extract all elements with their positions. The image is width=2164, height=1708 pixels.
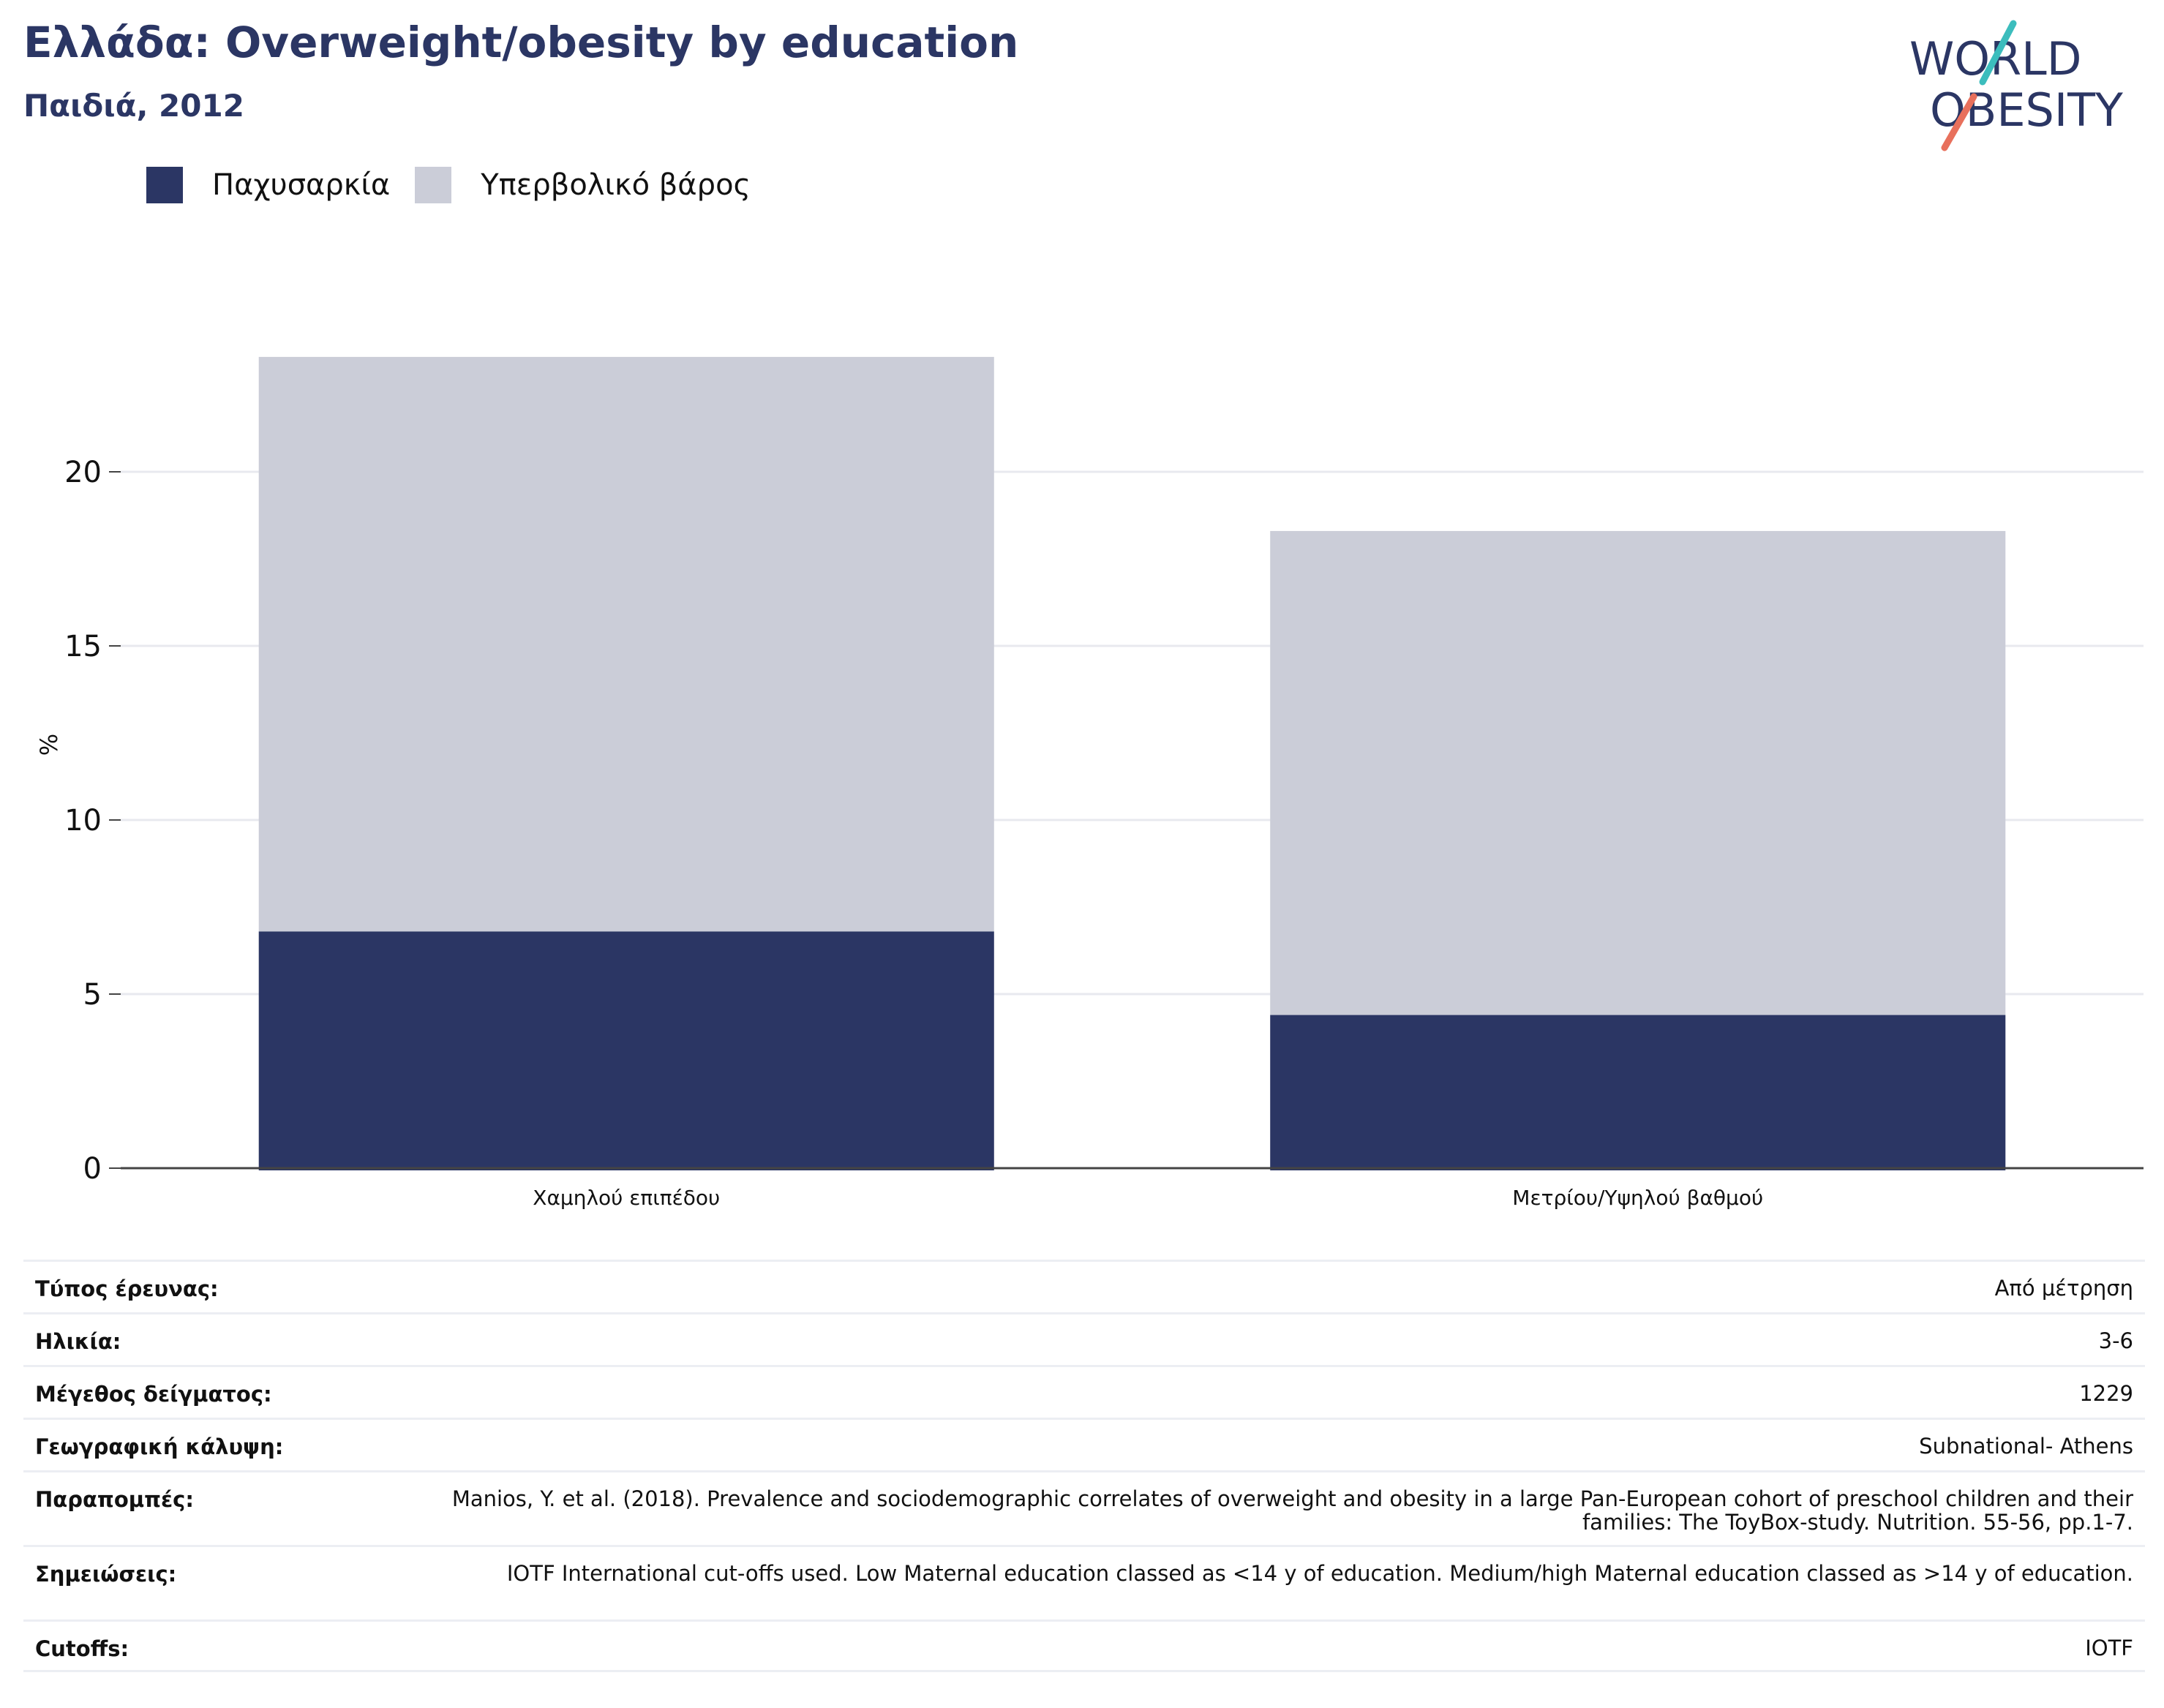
meta-row-geographic-coverage: Γεωγραφική κάλυψη: Subnational- Athens — [23, 1418, 2145, 1470]
y-tick-label: 5 — [83, 978, 102, 1012]
chart-title: Ελλάδα: Overweight/obesity by education — [23, 18, 1019, 67]
bar-overweight — [258, 356, 994, 932]
stacked-bar-chart: 0 5 10 15 20% Χαμηλού επιπέδου Μετρίου/Υψηλού … — [35, 356, 2144, 1210]
y-axis-label: % — [35, 734, 63, 756]
legend-label-obesity: Παχυσαρκία — [212, 168, 391, 202]
chart-subtitle: Παιδιά, 2012 — [23, 88, 244, 124]
legend-swatch-overweight — [415, 167, 452, 203]
meta-label: Cutoffs: — [35, 1636, 129, 1661]
meta-label: Παραπομπές: — [35, 1487, 194, 1512]
legend-item-overweight[interactable]: Υπερβολικό βάρος — [415, 167, 751, 203]
meta-value: Από μέτρηση — [1994, 1276, 2133, 1301]
logo-line2: OBESITY — [1930, 83, 2123, 137]
meta-row-references: Παραπομπές: Manios, Y. et al. (2018). Pr… — [23, 1470, 2145, 1545]
meta-row-sample-size: Μέγεθος δείγματος: 1229 — [23, 1365, 2145, 1418]
meta-row-notes: Σημειώσεις: IOTF International cut-offs … — [23, 1545, 2145, 1619]
bar-overweight — [1270, 530, 2006, 1015]
meta-value: Manios, Y. et al. (2018). Prevalence and… — [451, 1486, 2133, 1535]
logo-coral-slash — [1941, 93, 1977, 151]
meta-label: Τύπος έρευνας: — [35, 1276, 219, 1301]
survey-metadata-table: Τύπος έρευνας: Από μέτρηση Ηλικία: 3-6 Μ… — [23, 1260, 2145, 1672]
y-tick-label: 0 — [83, 1152, 102, 1186]
x-tick-label: Χαμηλού επιπέδου — [533, 1186, 720, 1210]
chart-legend: Παχυσαρκία Υπερβολικό βάρος — [146, 167, 775, 203]
meta-value: 3-6 — [2098, 1328, 2133, 1353]
y-tick-label: 20 — [64, 456, 102, 489]
meta-value: IOTF International cut-offs used. Low Ma… — [506, 1561, 2133, 1586]
y-tick-label: 10 — [64, 804, 102, 838]
meta-label: Σημειώσεις: — [35, 1562, 177, 1587]
legend-label-overweight: Υπερβολικό βάρος — [481, 168, 751, 202]
bar-obesity — [258, 931, 994, 1170]
bar-obesity — [1270, 1015, 2006, 1170]
meta-row-cutoffs: Cutoffs: IOTF — [23, 1619, 2145, 1672]
world-obesity-logo: WORLD OBESITY — [1909, 20, 2123, 151]
meta-label: Μέγεθος δείγματος: — [35, 1382, 272, 1407]
legend-item-obesity[interactable]: Παχυσαρκία — [146, 167, 390, 203]
meta-row-age: Ηλικία: 3-6 — [23, 1312, 2145, 1365]
meta-row-survey-type: Τύπος έρευνας: Από μέτρηση — [23, 1260, 2145, 1312]
meta-label: Γεωγραφική κάλυψη: — [35, 1434, 284, 1459]
meta-value: 1229 — [2079, 1381, 2133, 1406]
meta-value: Subnational- Athens — [1919, 1434, 2133, 1459]
logo-teal-slash — [1979, 20, 2017, 86]
meta-label: Ηλικία: — [35, 1329, 121, 1354]
legend-swatch-obesity — [146, 167, 183, 203]
y-tick-label: 15 — [64, 630, 102, 663]
meta-value: IOTF — [2085, 1636, 2133, 1660]
x-tick-label: Μετρίου/Υψηλού βαθμού — [1512, 1186, 1763, 1210]
